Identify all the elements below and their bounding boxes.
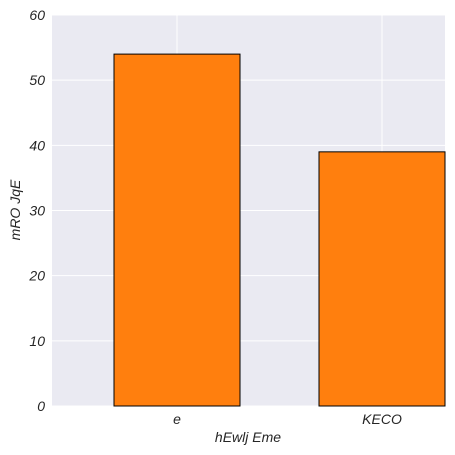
bar-KECO [318,151,446,407]
y-tick-label: 60 [29,7,45,23]
x-axis-label: hEwlj Eme [215,429,281,445]
y-tick-label: 10 [29,333,45,349]
x-tick-labels: e KECO [173,411,402,427]
y-tick-label: 30 [29,203,45,219]
y-tick-label: 20 [28,268,45,284]
y-tick-label: 50 [29,72,45,88]
y-tick-label: 0 [37,398,45,414]
y-axis-label: mRO JqE [7,179,23,240]
x-tick-label: KECO [362,411,402,427]
y-tick-label: 40 [29,137,45,153]
bars [113,53,446,407]
x-tick-label: e [173,411,181,427]
bar-e [113,53,241,407]
y-tick-labels: 0 10 20 30 40 50 60 [28,7,45,414]
